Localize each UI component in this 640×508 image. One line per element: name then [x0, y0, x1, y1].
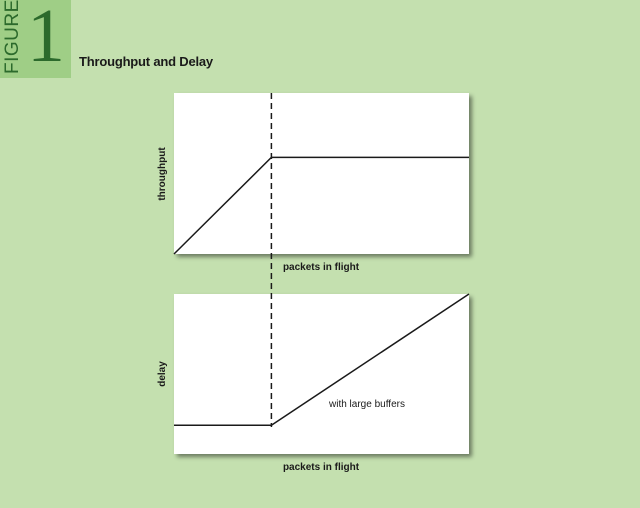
throughput-ylabel: throughput	[157, 147, 168, 201]
figure-title: Throughput and Delay	[79, 54, 213, 69]
delay-xlabel: packets in flight	[283, 462, 360, 473]
throughput-xlabel: packets in flight	[283, 262, 360, 273]
figure-badge: FIGURE 1	[0, 0, 71, 78]
delay-panel	[174, 294, 469, 454]
delay-annotation: with large buffers	[328, 399, 405, 410]
figure-number: 1	[27, 0, 65, 78]
delay-ylabel: delay	[157, 361, 168, 387]
throughput-panel	[174, 93, 469, 254]
